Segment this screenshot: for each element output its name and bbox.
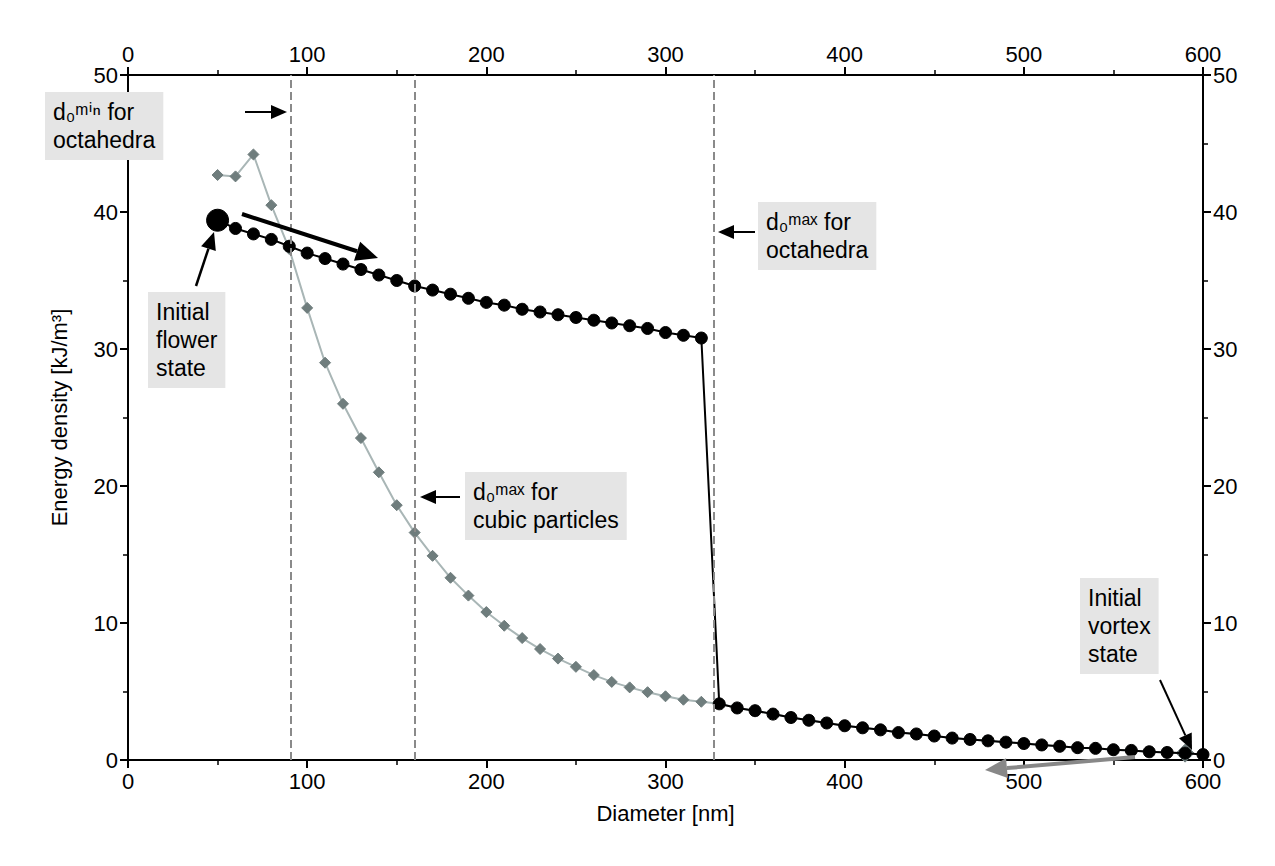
svg-text:100: 100 <box>289 769 326 794</box>
svg-text:flower: flower <box>156 327 218 353</box>
svg-text:0: 0 <box>122 769 134 794</box>
svg-text:20: 20 <box>1213 474 1237 499</box>
svg-text:500: 500 <box>1005 769 1042 794</box>
svg-text:cubic particles: cubic particles <box>473 507 619 533</box>
svg-text:300: 300 <box>647 42 684 67</box>
svg-text:vortex: vortex <box>1088 613 1151 639</box>
svg-text:200: 200 <box>468 42 505 67</box>
svg-text:30: 30 <box>94 337 118 362</box>
svg-text:0: 0 <box>106 748 118 773</box>
svg-text:10: 10 <box>1213 611 1237 636</box>
svg-text:10: 10 <box>94 611 118 636</box>
svg-text:100: 100 <box>289 42 326 67</box>
svg-text:0: 0 <box>122 42 134 67</box>
svg-text:octahedra: octahedra <box>766 237 869 263</box>
svg-text:Initial: Initial <box>156 299 210 325</box>
svg-text:state: state <box>1088 641 1138 667</box>
svg-text:Energy density [kJ/m³]: Energy density [kJ/m³] <box>47 309 72 527</box>
svg-text:d₀ᵐⁱⁿ for: d₀ᵐⁱⁿ for <box>53 99 135 125</box>
svg-text:50: 50 <box>94 63 118 88</box>
svg-text:500: 500 <box>1005 42 1042 67</box>
svg-text:state: state <box>156 355 206 381</box>
svg-text:40: 40 <box>94 200 118 225</box>
svg-text:600: 600 <box>1185 769 1222 794</box>
svg-text:300: 300 <box>647 769 684 794</box>
svg-text:600: 600 <box>1185 42 1222 67</box>
svg-text:octahedra: octahedra <box>53 127 156 153</box>
svg-text:Diameter [nm]: Diameter [nm] <box>596 801 734 826</box>
svg-text:30: 30 <box>1213 337 1237 362</box>
svg-text:0: 0 <box>1213 747 1226 773</box>
svg-text:Initial: Initial <box>1088 585 1142 611</box>
svg-text:40: 40 <box>1213 200 1237 225</box>
svg-text:20: 20 <box>94 474 118 499</box>
svg-text:d₀ᵐᵃˣ for: d₀ᵐᵃˣ for <box>766 209 851 235</box>
svg-text:400: 400 <box>826 42 863 67</box>
svg-text:d₀ᵐᵃˣ for: d₀ᵐᵃˣ for <box>473 479 558 505</box>
svg-text:200: 200 <box>468 769 505 794</box>
svg-text:400: 400 <box>826 769 863 794</box>
svg-text:50: 50 <box>1213 62 1238 88</box>
